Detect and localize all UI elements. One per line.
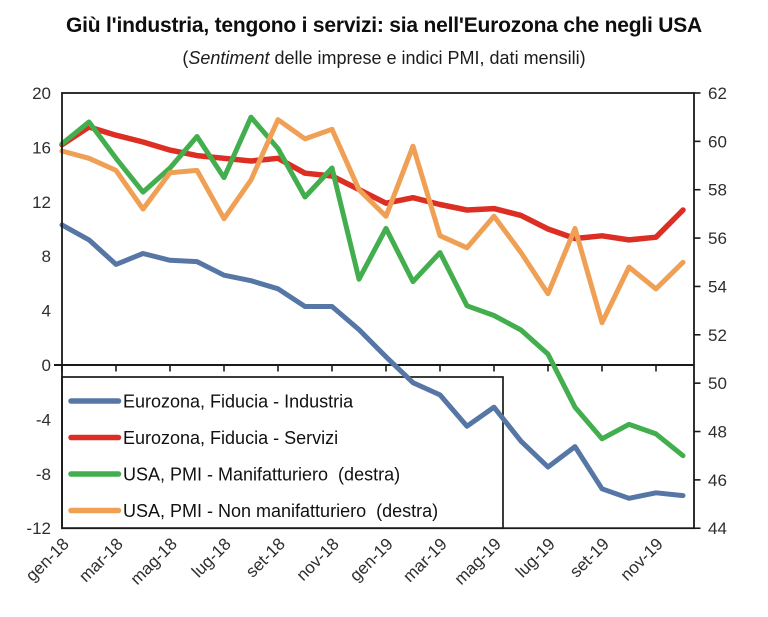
right-axis-label: 60: [708, 132, 727, 151]
x-axis-label: lug-18: [188, 534, 235, 581]
right-axis-label: 56: [708, 229, 727, 248]
legend-label-1: Eurozona, Fiducia - Industria: [123, 392, 354, 412]
x-axis-label: mar-19: [399, 534, 451, 586]
x-axis-label: lug-19: [512, 534, 559, 581]
right-axis-label: 50: [708, 374, 727, 393]
subtitle-post: delle imprese e indici PMI, dati mensili…: [269, 48, 585, 68]
x-axis-label: set-19: [566, 534, 613, 581]
plot-frame: [61, 92, 695, 530]
x-axis-label: mag-18: [127, 534, 181, 588]
legend-label-3: USA, PMI - Manifatturiero (destra): [123, 465, 400, 485]
right-axis-label: 52: [708, 326, 727, 345]
subtitle-pre: (: [182, 48, 188, 68]
legend-label-4: USA, PMI - Non manifatturiero (destra): [123, 501, 438, 521]
left-axis-label: 12: [32, 193, 51, 212]
x-axis-label: gen-18: [22, 534, 73, 585]
right-axis-label: 46: [708, 471, 727, 490]
left-axis-label: -8: [36, 465, 51, 484]
subtitle-italic: Sentiment: [188, 48, 270, 68]
left-axis-label: 8: [42, 247, 51, 266]
x-axis-label: mar-18: [75, 534, 127, 586]
legend-box: [61, 376, 504, 530]
left-axis-label: 0: [42, 356, 51, 375]
series-line-3: [59, 114, 686, 459]
left-axis-label: -12: [26, 519, 51, 538]
series-line-1: [59, 222, 686, 501]
right-axis-label: 48: [708, 423, 727, 442]
x-axis-label: nov-18: [293, 534, 343, 584]
plot-area: 20 16 12 8 4 0 -4 -8 -12 62 60 58 56 54 52 50 48 46 44 gen-…: [22, 84, 727, 589]
chart-title: Giù l'industria, tengono i servizi: sia …: [66, 14, 702, 37]
chart-subtitle: (Sentiment delle imprese e indici PMI, d…: [182, 48, 585, 68]
legend-label-2: Eurozona, Fiducia - Servizi: [123, 428, 338, 448]
left-axis-label: -4: [36, 410, 51, 429]
x-axis-label: gen-19: [346, 534, 397, 585]
left-axis-label: 20: [32, 84, 51, 103]
left-axis-label: 16: [32, 138, 51, 157]
x-axis-label: nov-19: [617, 534, 667, 584]
right-axis-label: 62: [708, 84, 727, 103]
left-axis-label: 4: [42, 302, 51, 321]
right-axis-label: 58: [708, 181, 727, 200]
x-axis-label: set-18: [242, 534, 289, 581]
series-line-4: [59, 117, 686, 326]
right-axis-label: 44: [708, 519, 727, 538]
right-axis-label: 54: [708, 277, 727, 296]
x-axis-label: mag-19: [451, 534, 505, 588]
